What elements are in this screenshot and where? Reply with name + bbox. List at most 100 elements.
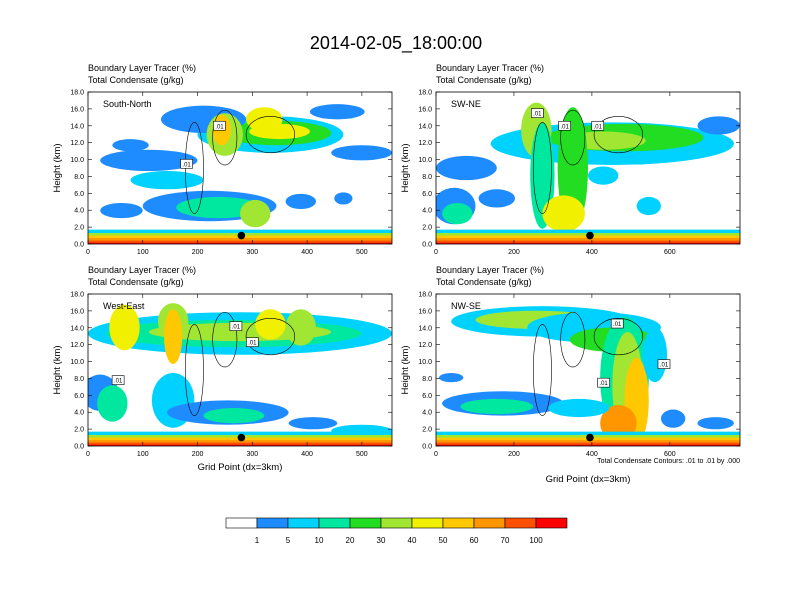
x-tick-label: 200: [192, 451, 204, 458]
plot-area: .01 .01 .01: [88, 294, 392, 446]
y-tick-label: 10.0: [418, 359, 432, 366]
contour-label-text: .01: [660, 363, 669, 369]
y-axis-label: Height (km): [400, 143, 411, 192]
tracer-region: [697, 116, 740, 135]
colorbar-swatch: [473, 517, 506, 529]
boundary-layer-band: [436, 240, 740, 244]
y-tick-label: 6.0: [422, 191, 432, 198]
x-tick-label: 0: [86, 249, 90, 256]
y-tick-label: 14.0: [418, 325, 432, 332]
y-tick-label: 0.0: [422, 444, 432, 451]
panel-field-label-1: Boundary Layer Tracer (%): [88, 63, 196, 73]
tracer-region: [255, 309, 286, 340]
tracer-region: [100, 149, 198, 172]
colorbar-swatch: [411, 517, 444, 529]
boundary-layer-band: [436, 242, 740, 244]
x-tick-label: 100: [137, 451, 149, 458]
colorbar: 1 5 10 20 30 40 50 60 70 100: [225, 517, 568, 545]
panel-west-east: Boundary Layer Tracer (%) Total Condensat…: [52, 265, 393, 458]
plot-area: .01 .01 .01: [436, 294, 740, 446]
condensate-contour: [560, 311, 586, 368]
condensate-contour: [245, 318, 296, 356]
contour-label: .01: [591, 120, 605, 131]
colorbar-swatch: [318, 517, 351, 529]
tracer-region: [112, 139, 149, 152]
contour-label-box: [111, 375, 125, 385]
site-marker: [237, 231, 246, 240]
y-tick-label: 14.0: [418, 123, 432, 130]
y-axis-label: Height (km): [52, 143, 63, 192]
condensate-contour: [560, 109, 586, 166]
y-tick-label: 18.0: [70, 292, 84, 299]
y-tick-label: 18.0: [70, 90, 84, 97]
y-tick-label: 14.0: [70, 123, 84, 130]
y-tick-label: 16.0: [418, 308, 432, 315]
x-tick-label: 200: [192, 249, 204, 256]
y-tick-label: 8.0: [422, 376, 432, 383]
colorbar-label: 60: [470, 536, 479, 545]
contour-label: .01: [246, 337, 259, 347]
site-marker: [586, 231, 594, 240]
tracer-region: [636, 196, 661, 216]
x-tick-label: 0: [86, 451, 90, 458]
tracer-region: [642, 327, 668, 383]
y-tick-label: 0.0: [74, 444, 84, 451]
tracer-region: [697, 417, 734, 430]
contour-label-box: [531, 108, 544, 118]
colorbar-label: 5: [286, 536, 291, 545]
tracer-region: [100, 202, 143, 219]
contour-label-box: [591, 120, 605, 131]
contour-label-box: [558, 120, 571, 131]
y-tick-label: 8.0: [74, 174, 84, 181]
y-tick-label: 2.0: [422, 427, 432, 434]
contour-label-box: [180, 158, 193, 169]
x-tick-label: 0: [434, 249, 438, 256]
condensate-contour: [184, 324, 204, 416]
site-marker: [586, 433, 594, 442]
y-tick-label: 18.0: [418, 292, 432, 299]
x-tick-label: 600: [664, 451, 676, 458]
condensate-contour: [593, 116, 644, 154]
y-tick-label: 10.0: [70, 359, 84, 366]
x-tick-label: 400: [301, 249, 313, 256]
tracer-region: [285, 309, 316, 346]
condensate-contour: [245, 116, 296, 154]
panel-name: NW-SE: [451, 301, 481, 311]
y-tick-label: 12.0: [70, 342, 84, 349]
colorbar-label: 1: [255, 536, 260, 545]
contour-label: .01: [111, 375, 125, 385]
boundary-layer-band: [436, 442, 740, 446]
site-marker: [237, 433, 246, 442]
x-tick-label: 500: [356, 249, 368, 256]
contour-label: .01: [610, 318, 624, 329]
panel-field-label-1: Boundary Layer Tracer (%): [436, 265, 544, 275]
contour-label-text: .01: [560, 124, 569, 130]
boundary-layer-band: [436, 444, 740, 446]
contour-label-box: [610, 318, 624, 329]
boundary-layer-band: [88, 442, 392, 446]
figure-title: 2014-02-05_18:00:00: [310, 33, 482, 54]
tracer-region: [176, 196, 262, 219]
y-axis-label: Height (km): [52, 345, 63, 394]
boundary-layer-band: [88, 240, 392, 244]
colorbar-swatch: [442, 517, 475, 529]
plot-area: .01 .01: [88, 92, 392, 244]
x-axis-label-left: Grid Point (dx=3km): [198, 462, 283, 473]
y-tick-label: 16.0: [70, 106, 84, 113]
tracer-region: [164, 309, 183, 364]
contour-label-text: .01: [215, 124, 224, 130]
y-tick-label: 8.0: [422, 174, 432, 181]
panel-name: South-North: [103, 99, 152, 109]
y-tick-label: 4.0: [74, 208, 84, 215]
y-tick-label: 8.0: [74, 376, 84, 383]
y-tick-label: 16.0: [418, 106, 432, 113]
y-tick-label: 10.0: [418, 157, 432, 164]
tracer-region: [109, 304, 140, 351]
panel-field-label-2: Total Condensate (g/kg): [436, 277, 532, 287]
contour-label-text: .01: [182, 162, 191, 168]
contour-label-text: .01: [613, 322, 622, 328]
plot-area: .01 .01 .01: [436, 92, 740, 244]
plot-frame: [87, 293, 393, 447]
colorbar-swatch: [380, 517, 413, 529]
